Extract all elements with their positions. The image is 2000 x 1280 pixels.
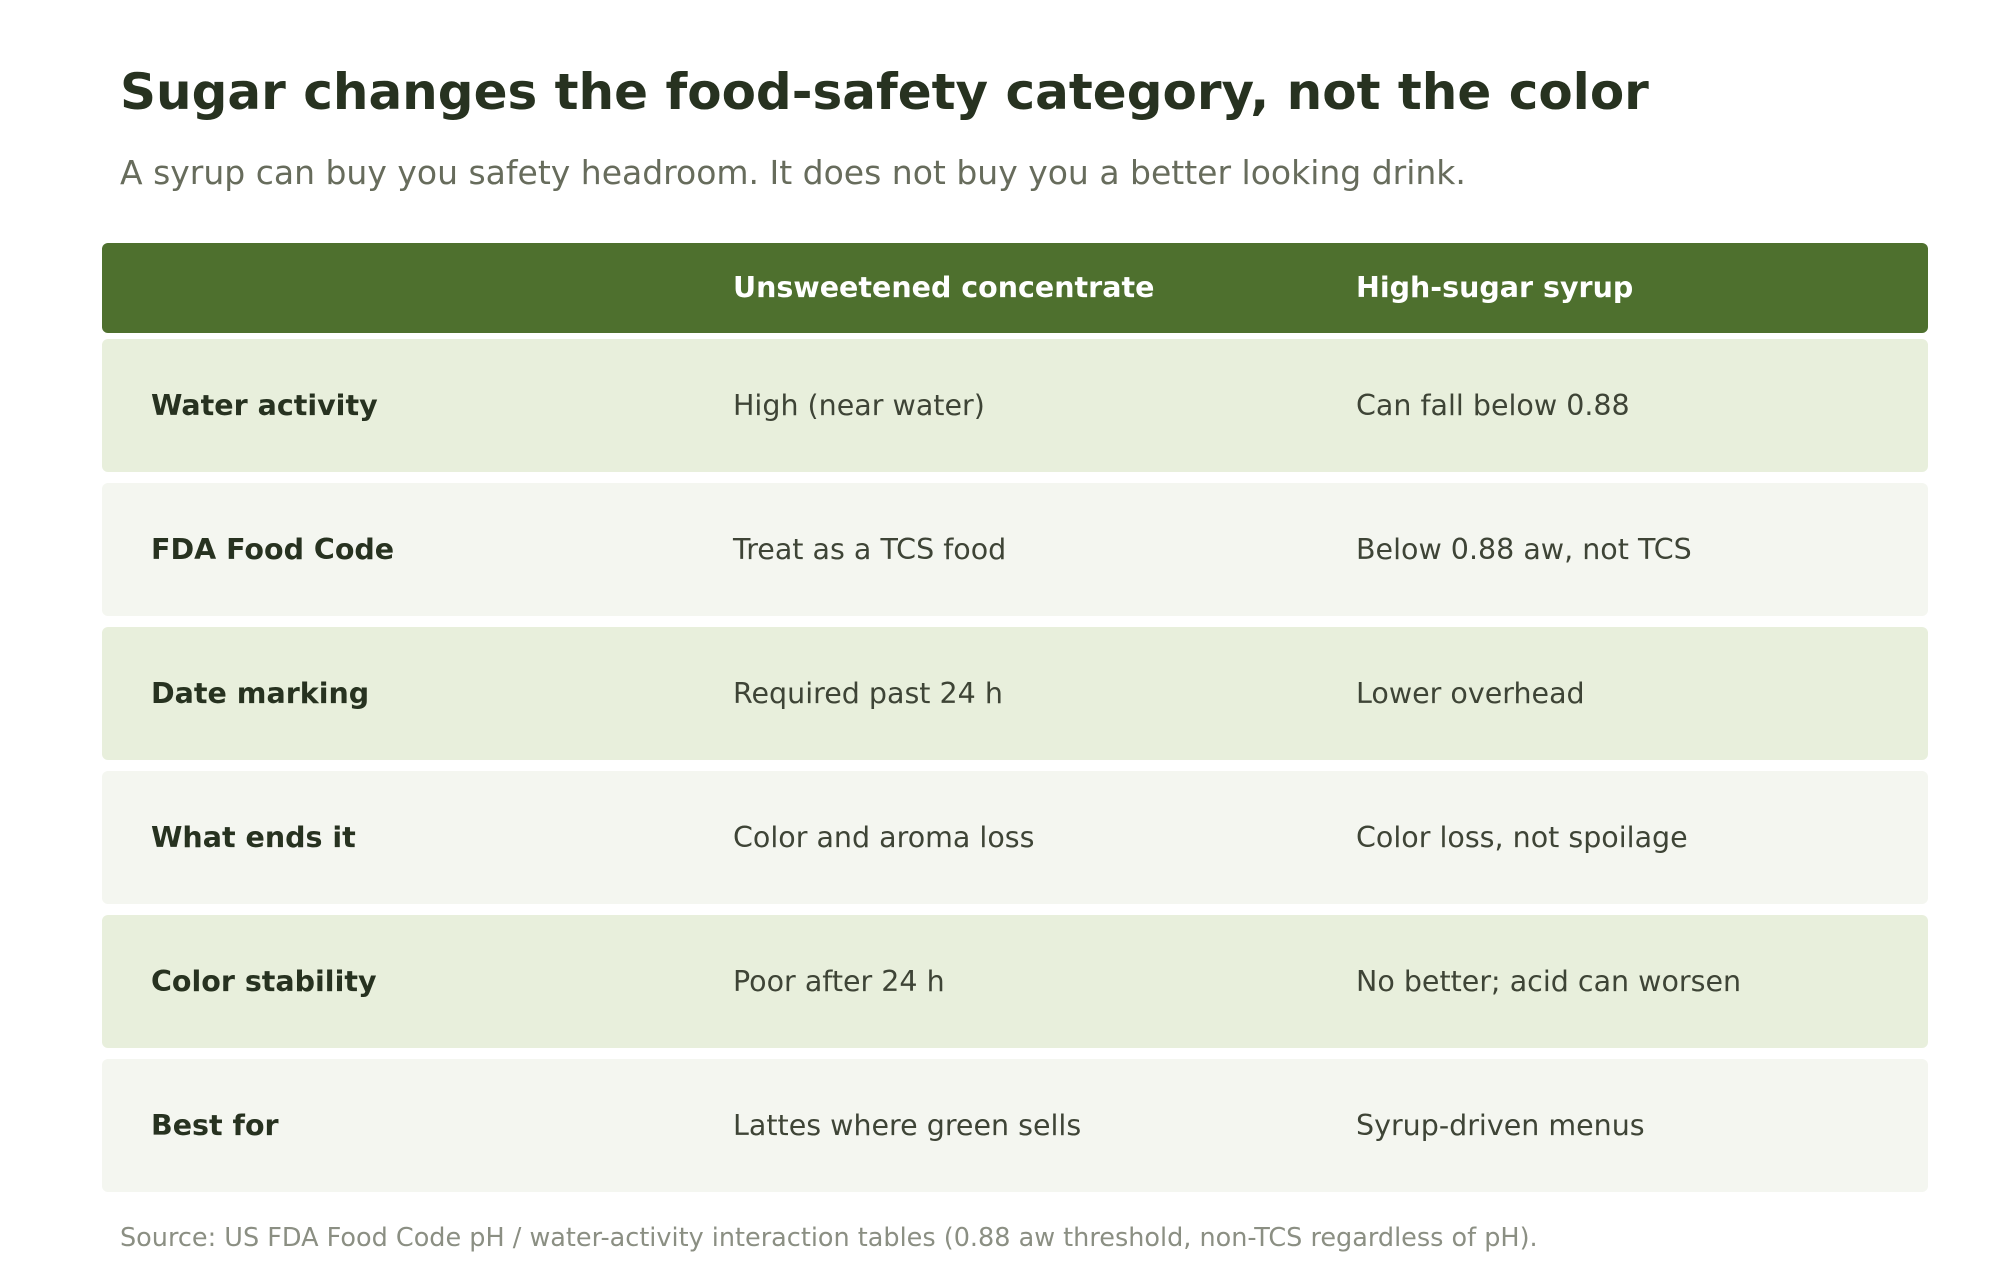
cell-unsweetened: Lattes where green sells	[733, 1109, 1082, 1142]
cell-syrup: Syrup-driven menus	[1356, 1109, 1645, 1142]
row-label: FDA Food Code	[151, 533, 395, 566]
cell-syrup: Color loss, not spoilage	[1356, 821, 1688, 854]
table-row: Best for Lattes where green sells Syrup-…	[102, 1059, 1928, 1192]
row-label: Water activity	[151, 389, 378, 422]
table-row: Color stability Poor after 24 h No bette…	[102, 915, 1928, 1048]
table-row: Water activity High (near water) Can fal…	[102, 339, 1928, 472]
cell-unsweetened: Treat as a TCS food	[733, 533, 1007, 566]
page-subtitle: A syrup can buy you safety headroom. It …	[120, 153, 1466, 192]
source-note: Source: US FDA Food Code pH / water-acti…	[120, 1223, 1538, 1253]
cell-syrup: Can fall below 0.88	[1356, 389, 1630, 422]
page-title: Sugar changes the food-safety category, …	[120, 63, 1649, 121]
cell-syrup: Lower overhead	[1356, 677, 1585, 710]
column-header-unsweetened: Unsweetened concentrate	[733, 271, 1155, 304]
table-row: What ends it Color and aroma loss Color …	[102, 771, 1928, 904]
row-label: Date marking	[151, 677, 370, 710]
cell-syrup: Below 0.88 aw, not TCS	[1356, 533, 1692, 566]
table-body: Water activity High (near water) Can fal…	[102, 339, 1928, 1192]
row-label: What ends it	[151, 821, 356, 854]
row-label: Color stability	[151, 965, 377, 998]
cell-unsweetened: High (near water)	[733, 389, 985, 422]
cell-unsweetened: Color and aroma loss	[733, 821, 1035, 854]
cell-unsweetened: Poor after 24 h	[733, 965, 945, 998]
table-row: FDA Food Code Treat as a TCS food Below …	[102, 483, 1928, 616]
row-label: Best for	[151, 1109, 279, 1142]
table-header-row: Unsweetened concentrate High-sugar syrup	[102, 243, 1928, 333]
table-row: Date marking Required past 24 h Lower ov…	[102, 627, 1928, 760]
comparison-table: Unsweetened concentrate High-sugar syrup…	[102, 243, 1928, 1203]
cell-syrup: No better; acid can worsen	[1356, 965, 1742, 998]
cell-unsweetened: Required past 24 h	[733, 677, 1003, 710]
column-header-syrup: High-sugar syrup	[1356, 271, 1634, 304]
